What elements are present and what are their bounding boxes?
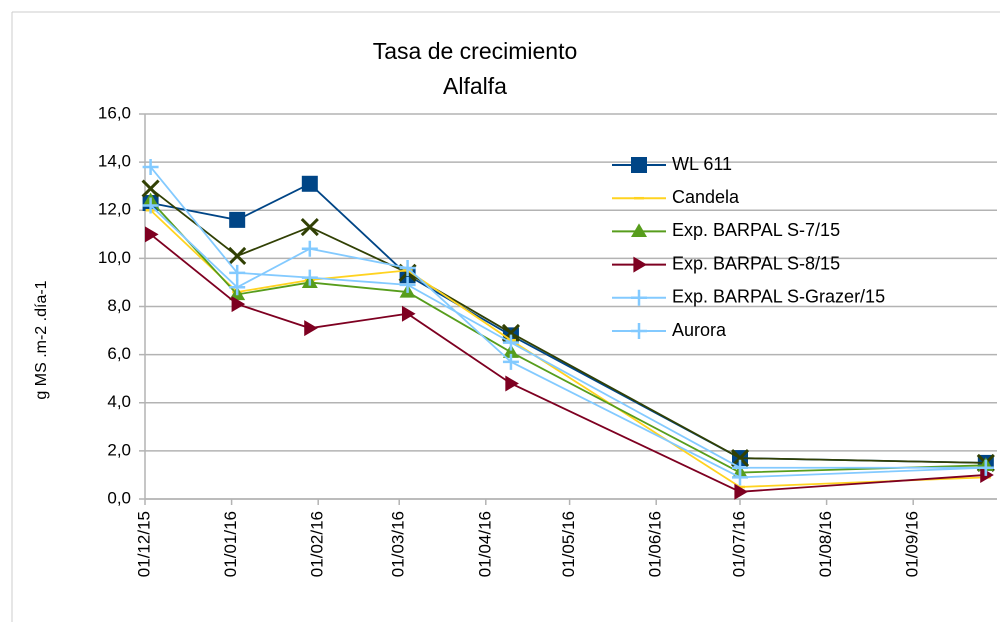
y-axis-label: g MS .m-2 .día-1 bbox=[33, 280, 50, 399]
marker bbox=[399, 276, 416, 293]
marker bbox=[229, 264, 246, 281]
marker bbox=[401, 305, 416, 322]
chart-subtitle: Alfalfa bbox=[443, 73, 507, 99]
marker bbox=[301, 269, 318, 286]
marker bbox=[501, 323, 521, 343]
marker bbox=[300, 218, 319, 237]
marker bbox=[231, 296, 246, 313]
x-tick-label: 01/07/16 bbox=[729, 511, 748, 577]
marker bbox=[977, 459, 994, 476]
marker bbox=[502, 334, 519, 351]
x-tick-label: 01/03/16 bbox=[389, 511, 408, 577]
y-tick-label: 16,0 bbox=[98, 103, 131, 122]
marker bbox=[505, 375, 519, 392]
marker bbox=[502, 353, 519, 370]
x-tick-label: 01/01/16 bbox=[221, 511, 240, 577]
marker bbox=[142, 197, 159, 214]
marker bbox=[301, 240, 318, 257]
marker bbox=[631, 223, 647, 237]
x-tick-label: 01/02/16 bbox=[308, 511, 327, 577]
marker bbox=[141, 179, 160, 198]
legend-label: WL 611 bbox=[672, 154, 732, 174]
x-tick-label: 01/09/16 bbox=[903, 511, 922, 577]
marker bbox=[399, 260, 416, 276]
y-tick-label: 6,0 bbox=[107, 344, 131, 363]
y-tick-label: 0,0 bbox=[107, 488, 131, 507]
legend-label: Exp. BARPAL S-7/15 bbox=[672, 220, 840, 240]
x-tick-label: 01/06/16 bbox=[646, 511, 665, 577]
legend-label: Exp. BARPAL S-8/15 bbox=[672, 253, 840, 273]
marker bbox=[633, 256, 647, 273]
y-tick-label: 2,0 bbox=[107, 440, 131, 459]
marker bbox=[229, 211, 246, 228]
marker bbox=[228, 246, 247, 266]
y-tick-label: 8,0 bbox=[107, 296, 131, 315]
marker bbox=[730, 449, 750, 468]
legend-label: Candela bbox=[672, 187, 740, 207]
y-tick-label: 14,0 bbox=[98, 152, 131, 171]
chart-title: Tasa de crecimiento bbox=[373, 38, 578, 64]
y-tick-label: 4,0 bbox=[107, 392, 131, 411]
x-tick-label: 01/08/16 bbox=[816, 511, 835, 577]
y-tick-label: 12,0 bbox=[98, 200, 131, 219]
legend-label: Exp. BARPAL S-Grazer/15 bbox=[672, 287, 885, 307]
x-tick-label: 01/12/15 bbox=[134, 511, 153, 577]
marker bbox=[229, 279, 246, 296]
x-tick-label: 01/04/16 bbox=[475, 511, 494, 577]
marker bbox=[301, 175, 318, 192]
marker bbox=[732, 469, 749, 486]
x-tick-label: 01/05/16 bbox=[559, 511, 578, 577]
y-tick-label: 10,0 bbox=[98, 248, 131, 267]
marker bbox=[631, 323, 647, 339]
marker bbox=[142, 158, 159, 175]
marker bbox=[631, 157, 647, 173]
marker bbox=[304, 320, 318, 337]
legend-label: Aurora bbox=[672, 320, 727, 340]
marker bbox=[144, 226, 159, 243]
marker bbox=[631, 289, 647, 306]
marker bbox=[502, 344, 519, 358]
marker bbox=[734, 483, 749, 500]
